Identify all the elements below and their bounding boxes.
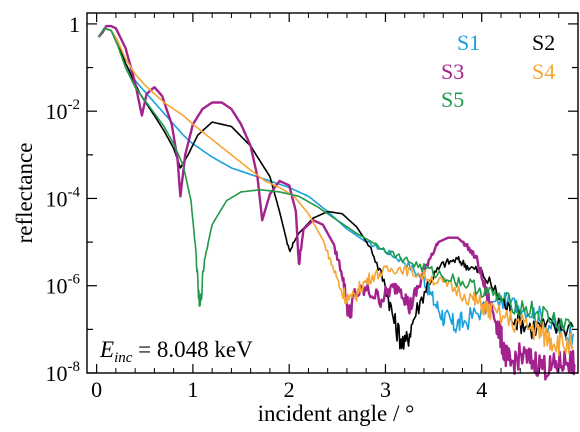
- legend-entry-s2: S2: [532, 30, 555, 55]
- legend: S1 S2 S3 S4 S5: [441, 30, 555, 112]
- legend-entry-s3: S3: [441, 59, 464, 84]
- x-tick-label: 0: [91, 377, 102, 402]
- legend-entry-s1: S1: [457, 30, 480, 55]
- series-line-s1: [97, 27, 574, 347]
- series-line-s5: [97, 27, 574, 331]
- x-tick-label: 4: [476, 377, 487, 402]
- energy-value: = 8.048 keV: [132, 337, 253, 362]
- legend-entry-s4: S4: [532, 59, 555, 84]
- ticks-layer: 0 1 2 3 4 1 10-2 10-4 10-6 10-8: [46, 12, 578, 402]
- x-tick-label: 1: [187, 377, 198, 402]
- energy-annotation: Einc = 8.048 keV: [99, 337, 253, 366]
- legend-entry-s5: S5: [441, 87, 464, 112]
- x-axis-label: incident angle / °: [258, 401, 415, 426]
- y-tick-label: 10-6: [46, 272, 81, 299]
- plot-frame: [86, 12, 579, 374]
- series-line-s4: [97, 27, 574, 357]
- energy-subscript: inc: [114, 350, 133, 366]
- x-tick-label: 2: [284, 377, 295, 402]
- y-tick-label: 10-2: [46, 97, 81, 124]
- series-line-s3: [97, 24, 576, 381]
- y-tick-label: 10-8: [46, 359, 81, 386]
- y-tick-label: 1: [69, 12, 80, 37]
- x-tick-label: 3: [380, 377, 391, 402]
- y-axis-label: reflectance: [12, 143, 37, 244]
- energy-symbol: E: [99, 337, 114, 362]
- series-layer: [97, 24, 576, 381]
- y-tick-label: 10-4: [46, 184, 81, 211]
